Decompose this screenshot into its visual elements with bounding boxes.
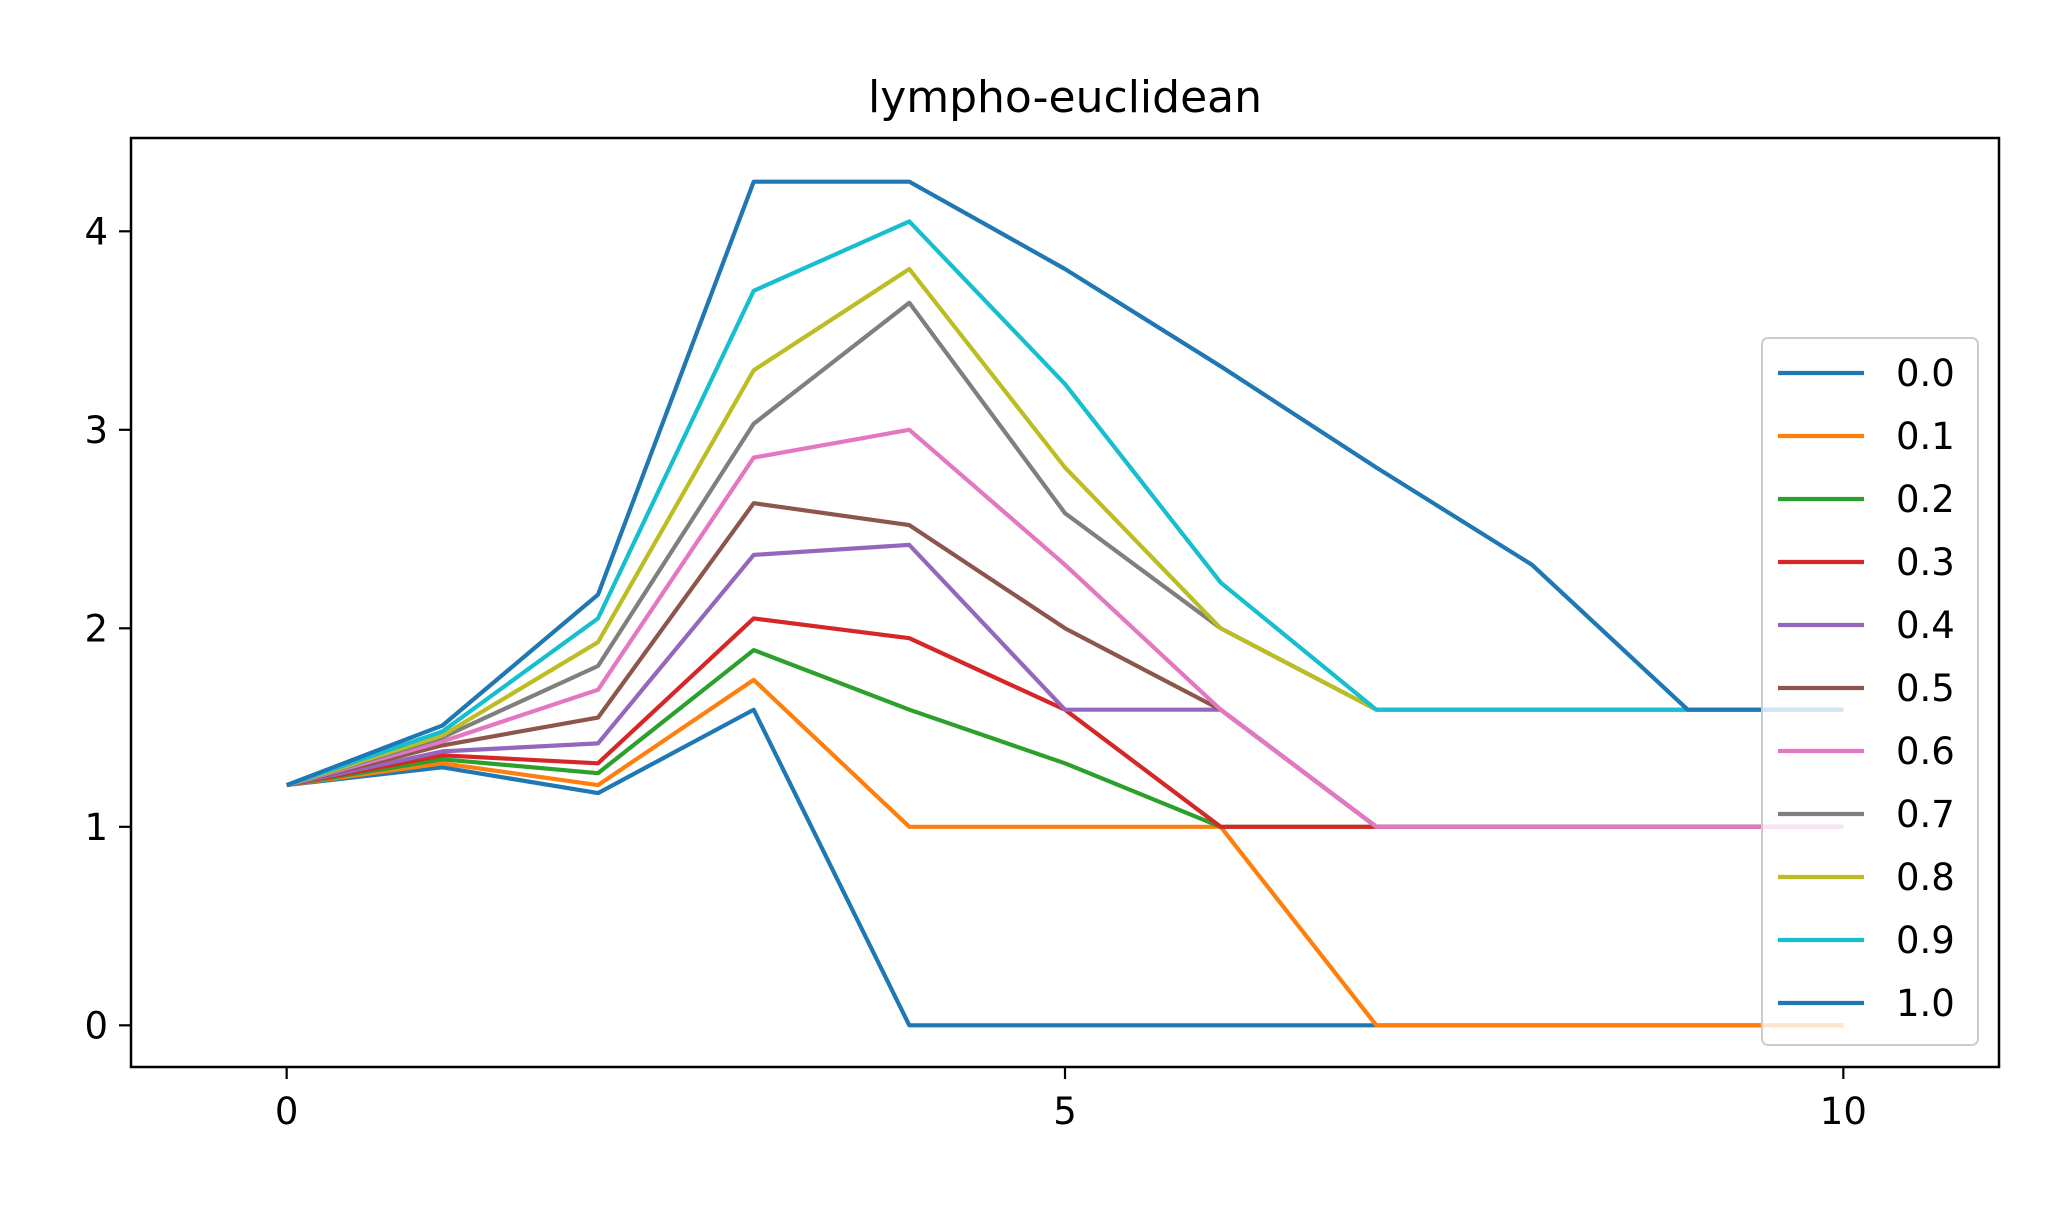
x-tick-label: 10: [1820, 1090, 1867, 1133]
x-tick-label: 0: [275, 1090, 299, 1133]
legend-label-0.0: 0.0: [1896, 352, 1955, 395]
legend-label-0.4: 0.4: [1896, 604, 1955, 647]
chart-title: lympho-euclidean: [868, 72, 1262, 123]
legend-label-0.1: 0.1: [1896, 415, 1955, 458]
legend-label-0.5: 0.5: [1896, 667, 1955, 710]
series-line-0.1: [286, 677, 1844, 1028]
series-line-1.0: [285, 179, 1844, 788]
legend-label-0.6: 0.6: [1896, 730, 1955, 773]
y-tick-label: 2: [84, 607, 108, 650]
legend: 0.0 0.1 0.2 0.3 0.4 0.5 0.6 0.7 0.8 0.9 1.0: [1761, 337, 1979, 1046]
legend-label-0.3: 0.3: [1896, 541, 1955, 584]
series-line-0.6: [286, 427, 1844, 829]
y-tick-label: 0: [84, 1004, 108, 1047]
y-tick-label: 4: [84, 210, 108, 253]
series-line-0.9: [286, 219, 1844, 788]
y-tick-label: 1: [84, 806, 108, 849]
legend-label-1.0: 1.0: [1896, 982, 1955, 1025]
legend-box: [1761, 337, 1979, 1046]
x-tick-label: 5: [1053, 1090, 1077, 1133]
legend-label-0.8: 0.8: [1896, 856, 1955, 899]
axis-ticks: 0 5 10 0 1 2 3 4: [84, 210, 1866, 1133]
legend-label-0.9: 0.9: [1896, 919, 1955, 962]
series-layer: [285, 179, 1844, 1028]
legend-label-0.7: 0.7: [1896, 793, 1955, 836]
y-tick-label: 3: [84, 409, 108, 452]
legend-label-0.2: 0.2: [1896, 478, 1955, 521]
